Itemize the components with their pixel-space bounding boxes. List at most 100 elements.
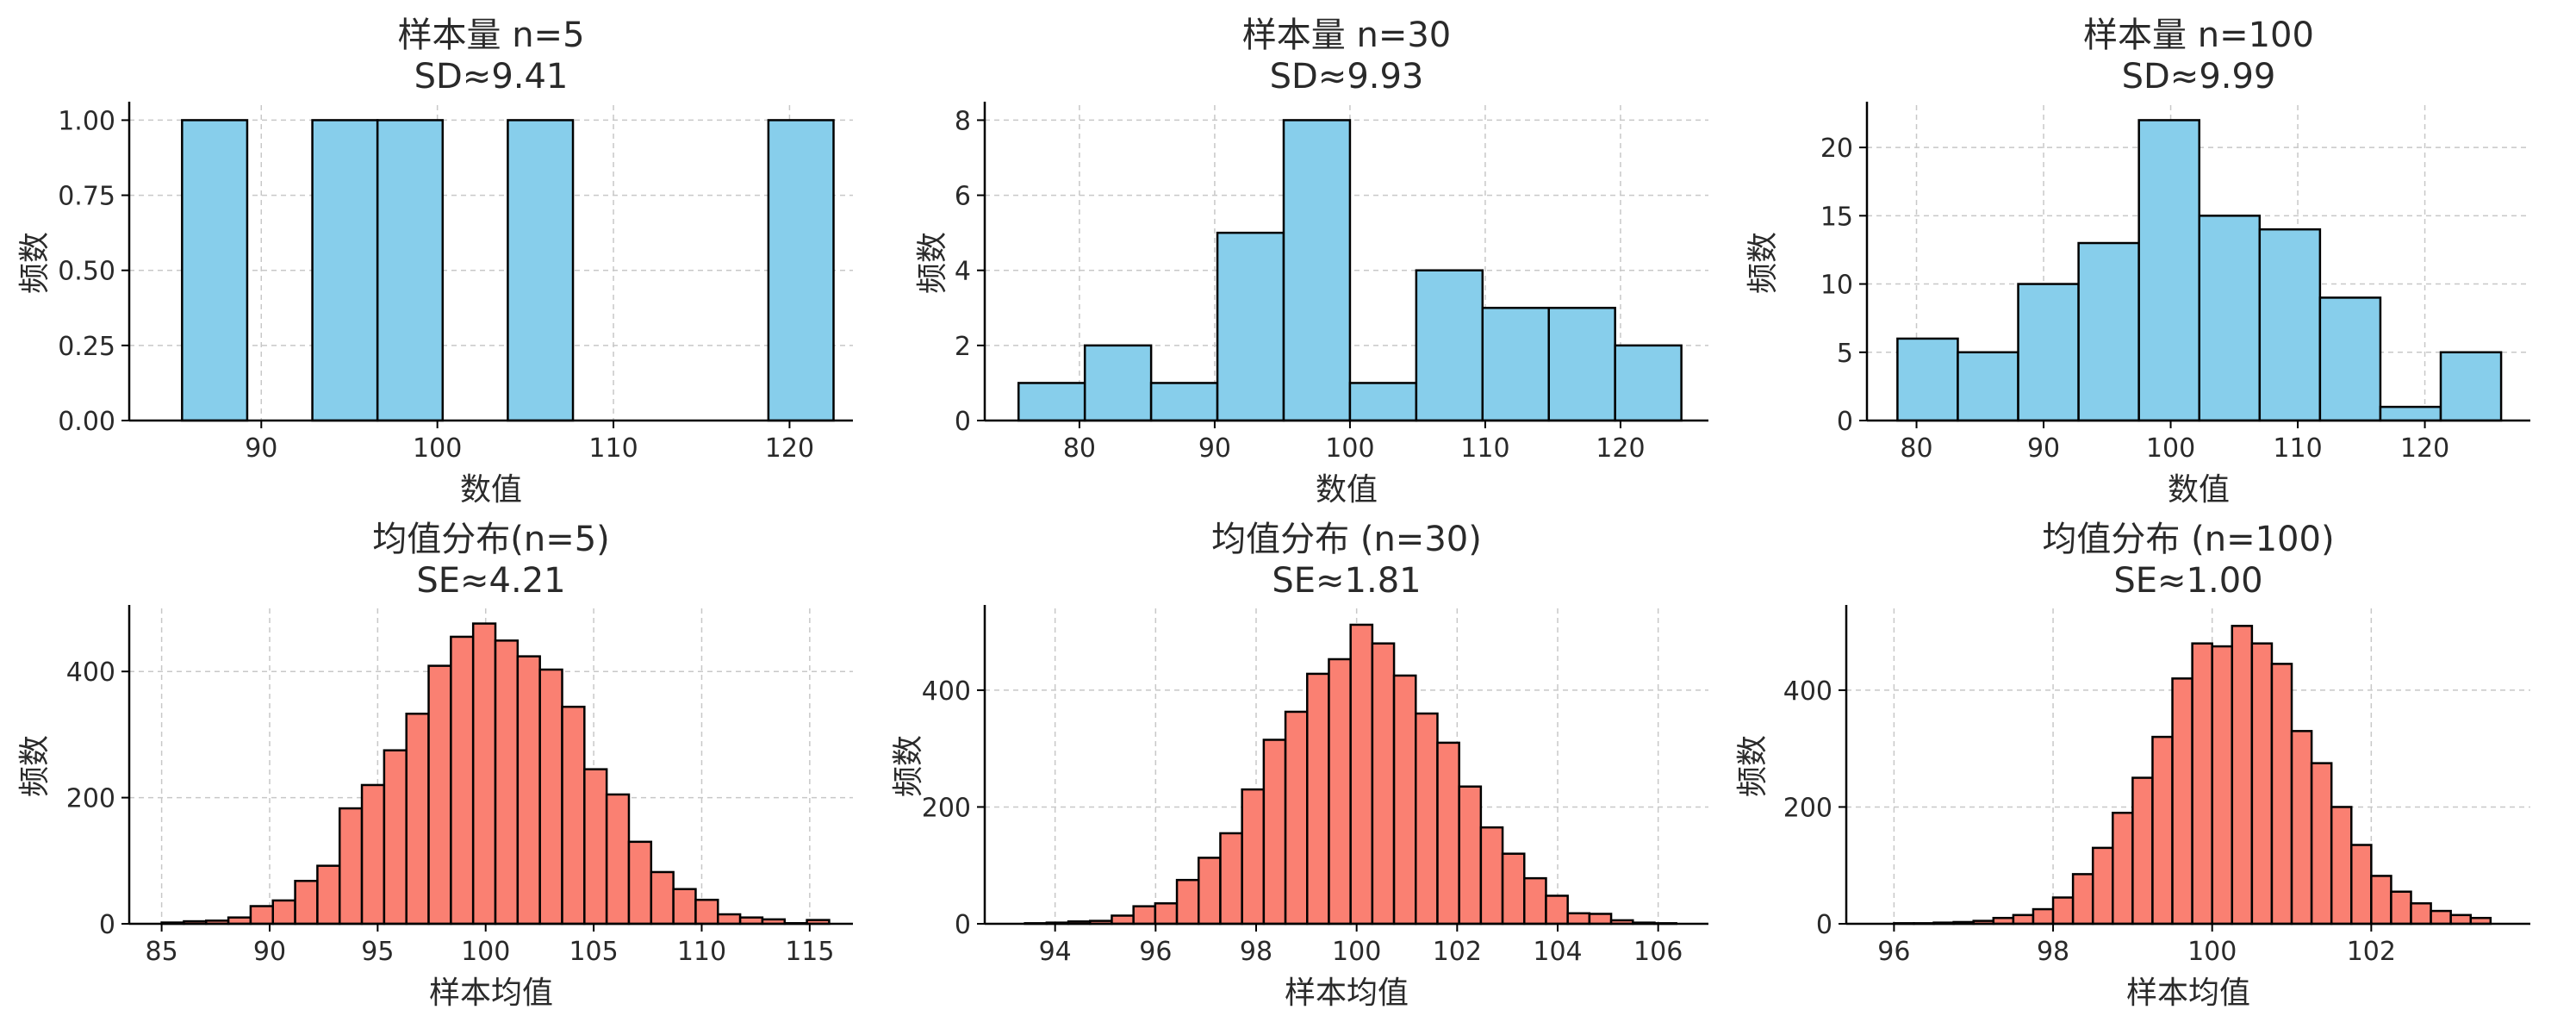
histogram-bar [1614, 344, 1683, 422]
y-tick-label: 200 [1783, 793, 1832, 823]
histogram-bar [2250, 642, 2274, 926]
x-tick-label: 96 [1139, 937, 1172, 967]
histogram-bar [694, 898, 719, 926]
histogram-bar [1415, 712, 1439, 926]
y-tick-label: 0 [955, 407, 971, 437]
x-tick-label: 120 [2400, 433, 2449, 464]
x-tick-label: 98 [1240, 937, 1272, 967]
histogram-bar [405, 712, 430, 926]
chart-subtitle: SE≈1.81 [1272, 561, 1421, 601]
histogram-bar [2350, 844, 2373, 926]
histogram-bar [516, 655, 541, 926]
x-axis-label: 数值 [2168, 472, 2230, 508]
histogram-bar [507, 119, 575, 422]
histogram-bar [1154, 902, 1179, 926]
chart-title: 均值分布(n=5) [372, 520, 610, 559]
histogram-bars [1893, 625, 2492, 926]
histogram-bar [717, 913, 742, 926]
x-tick-label: 115 [785, 937, 834, 967]
histogram-bar [2231, 625, 2254, 926]
histogram-bar [2370, 875, 2392, 926]
histogram-bar [2151, 735, 2174, 926]
histogram-bar [338, 807, 364, 926]
chart-subtitle: SE≈1.00 [2113, 561, 2262, 601]
histogram-bar [1132, 905, 1157, 926]
x-tick-label: 100 [1332, 937, 1381, 967]
histogram-bar [1523, 876, 1547, 926]
x-tick-label: 96 [1877, 937, 1910, 967]
y-tick-label: 400 [66, 658, 115, 688]
x-tick-label: 94 [1039, 937, 1072, 967]
histogram-bar [1481, 307, 1550, 422]
y-tick-label: 0.50 [58, 257, 115, 287]
y-axis-label: 频数 [17, 735, 53, 797]
y-tick-label: 0.00 [58, 407, 115, 437]
x-tick-label: 106 [1633, 937, 1683, 967]
chart-subtitle: SD≈9.93 [1270, 57, 1424, 97]
histogram-bar [1219, 832, 1243, 926]
histogram-bar [2191, 642, 2213, 926]
x-tick-label: 110 [677, 937, 726, 967]
y-axis-label: 频数 [17, 232, 53, 294]
histogram-bar [2211, 645, 2234, 926]
y-tick-label: 0 [1837, 407, 1853, 437]
x-tick-label: 95 [361, 937, 394, 967]
histogram-bars [1896, 119, 2503, 422]
histogram-bar [2430, 909, 2452, 926]
histogram-bar [1545, 894, 1569, 926]
histogram-bar [1282, 119, 1352, 422]
x-tick-label: 98 [2037, 937, 2069, 967]
histogram-bar [2012, 913, 2035, 926]
histogram-bar [1566, 912, 1591, 926]
y-axis-label: 频数 [1735, 735, 1770, 797]
histogram-bar [1348, 382, 1418, 422]
x-tick-label: 102 [2347, 937, 2396, 967]
histogram-bar [1479, 826, 1504, 926]
y-tick-label: 0 [99, 910, 115, 940]
histogram-bars [1017, 119, 1683, 422]
histogram-bar [2137, 119, 2200, 422]
histogram-bar [2318, 296, 2382, 422]
histogram-bar [2330, 806, 2353, 926]
histogram-bar [383, 749, 408, 926]
x-tick-label: 90 [2027, 433, 2060, 464]
y-tick-label: 1.00 [58, 106, 115, 136]
subplot-sample-n5: 90 100 110 120 0.00 0.25 0.50 0.75 1.00 数值 频数 样本量 n… [17, 16, 853, 508]
histogram-bar [360, 783, 386, 926]
histogram-bar [1262, 739, 1287, 926]
histogram-bar [2051, 896, 2075, 926]
histogram-bar [650, 870, 675, 926]
histogram-bar [376, 119, 445, 422]
histogram-bar [427, 664, 452, 926]
y-tick-label: 6 [955, 182, 971, 212]
x-tick-label: 110 [588, 433, 638, 464]
histogram-bar [2071, 873, 2094, 926]
x-axis-label: 数值 [1316, 472, 1378, 508]
histogram-bar [1017, 382, 1086, 422]
y-tick-label: 400 [922, 676, 971, 707]
histogram-bar [1415, 269, 1484, 422]
histogram-bar [1436, 741, 1460, 926]
histogram-bar [627, 840, 653, 926]
histogram-bar [311, 119, 379, 422]
x-axis-label: 样本均值 [429, 975, 553, 1011]
y-tick-label: 15 [1820, 202, 1853, 232]
y-tick-label: 200 [66, 784, 115, 814]
histogram-bar [2310, 762, 2333, 926]
x-tick-label: 100 [413, 433, 462, 464]
histogram-bar [494, 639, 520, 926]
histogram-bar [2449, 913, 2473, 926]
histogram-bar [1328, 658, 1352, 926]
chart-subtitle: SD≈9.99 [2122, 57, 2276, 97]
y-tick-label: 200 [922, 793, 971, 823]
chart-title: 均值分布 (n=100) [2042, 520, 2334, 559]
histogram-bar [1349, 623, 1374, 926]
x-tick-label: 90 [245, 433, 277, 464]
y-tick-label: 10 [1820, 271, 1853, 301]
subplot-mean-dist-n100: 96 98 100 102 0 200 400 样本均值 频数 均值分布 (n=100)SE≈1.… [1735, 520, 2530, 1011]
y-tick-label: 20 [1820, 134, 1853, 164]
x-tick-label: 100 [2187, 937, 2237, 967]
histogram-bar [1371, 642, 1396, 926]
histogram-bar [1501, 852, 1526, 926]
histogram-bar [1896, 337, 1959, 422]
